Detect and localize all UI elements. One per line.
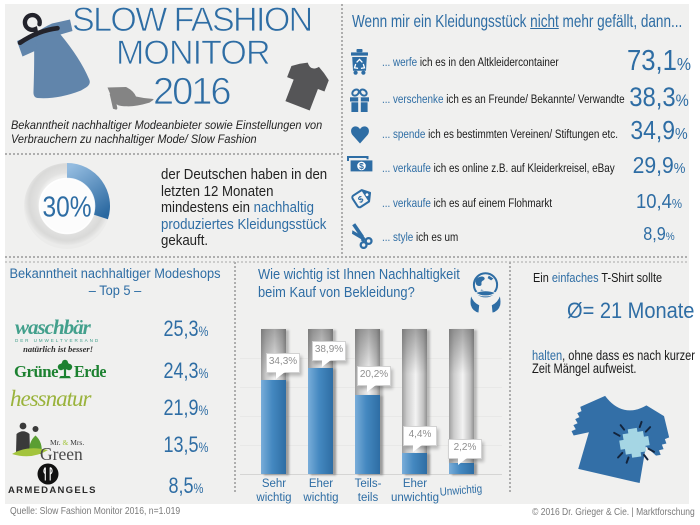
- svg-text:30%: 30%: [43, 192, 92, 224]
- svg-text:$: $: [359, 161, 364, 171]
- svg-text:Erde: Erde: [74, 362, 106, 381]
- svg-text:Grüne: Grüne: [14, 362, 58, 381]
- svg-text:Mr. & Mrs.: Mr. & Mrs.: [50, 438, 84, 447]
- svg-text:Green: Green: [40, 444, 83, 460]
- svg-text:$: $: [355, 193, 366, 205]
